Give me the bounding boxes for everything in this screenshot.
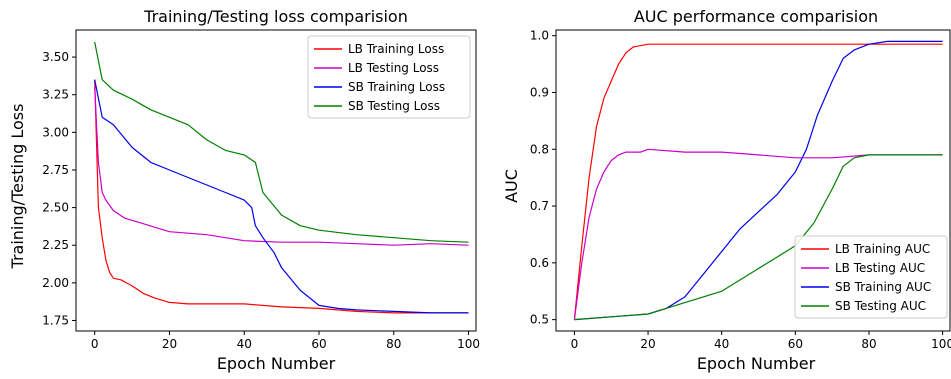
loss-chart-xtick-label: 80 [386, 337, 401, 351]
loss-chart-ticks: 0 20 40 60 80 100 1.75 2.00 2.25 2.50 2.75 3.00 3.25… [42, 50, 480, 351]
auc-chart-series-2-line [574, 40, 943, 321]
loss-chart-series-0-line [94, 79, 469, 314]
auc-chart-title: AUC performance comparision [634, 7, 878, 26]
auc-chart-ytick-label: 0.7 [530, 199, 549, 213]
loss-chart-title: Training/Testing loss comparision [143, 7, 408, 26]
loss-chart-series-1-line [94, 87, 469, 246]
auc-chart-ticks: 0 20 40 60 80 100 0.5 0.6 0.7 0.8 0.9 1.0 [530, 29, 951, 351]
loss-chart-legend-label: LB Training Loss [348, 42, 444, 56]
auc-chart-ytick-label: 1.0 [530, 29, 549, 43]
auc-chart-legend-label: SB Testing AUC [835, 299, 926, 313]
auc-chart-xtick-label: 0 [571, 337, 579, 351]
loss-chart-series-3-line [94, 41, 469, 243]
auc-chart-legend-label: SB Training AUC [835, 280, 931, 294]
auc-chart-xlabel: Epoch Number [697, 354, 816, 373]
auc-chart-series-1-line [573, 148, 943, 320]
loss-chart-xlabel: Epoch Number [217, 354, 336, 373]
loss-chart-legend-label: LB Testing Loss [348, 61, 439, 75]
loss-chart-frame [75, 29, 477, 332]
loss-chart-xtick-label: 0 [91, 337, 99, 351]
loss-chart-ytick-label: 1.75 [42, 313, 69, 327]
loss-chart-legend: LB Training Loss LB Testing Loss SB Traini… [307, 35, 471, 119]
auc-chart-lines [573, 40, 943, 321]
auc-chart-legend-label: LB Testing AUC [835, 261, 925, 275]
loss-chart-series-2-line [94, 79, 469, 314]
loss-chart-ytick-label: 2.50 [42, 201, 69, 215]
auc-chart-legend-label: LB Training AUC [835, 242, 930, 256]
loss-chart-legend-label: SB Training Loss [348, 80, 445, 94]
loss-chart-xtick-label: 60 [311, 337, 326, 351]
loss-chart-ytick-label: 2.75 [42, 163, 69, 177]
loss-chart-ytick-label: 3.25 [42, 88, 69, 102]
auc-chart-series-3-line [574, 154, 943, 321]
auc-chart-ytick-label: 0.5 [530, 313, 549, 327]
auc-chart-frame [555, 29, 951, 332]
auc-chart-ylabel: AUC [502, 169, 521, 203]
auc-chart-series-0-line [573, 43, 943, 320]
loss-chart-ytick-label: 2.00 [42, 276, 69, 290]
loss-chart-legend-label: SB Testing Loss [348, 99, 440, 113]
loss-chart-lines [94, 41, 469, 314]
loss-chart-xtick-label: 100 [457, 337, 480, 351]
auc-chart: AUC performance comparision Epoch Number… [502, 7, 951, 373]
auc-chart-xtick-label: 40 [714, 337, 729, 351]
loss-chart-ytick-label: 3.50 [42, 50, 69, 64]
loss-chart-legend-box [307, 35, 471, 119]
auc-chart-ytick-label: 0.8 [530, 142, 549, 156]
auc-chart-xtick-label: 20 [640, 337, 655, 351]
auc-chart-legend: LB Training AUC LB Testing AUC SB Training… [794, 235, 948, 319]
loss-chart-xtick-label: 40 [237, 337, 252, 351]
auc-chart-ytick-label: 0.9 [530, 85, 549, 99]
auc-chart-xtick-label: 100 [931, 337, 951, 351]
auc-chart-ytick-label: 0.6 [530, 256, 549, 270]
loss-chart: Training/Testing loss comparision Epoch … [8, 7, 480, 373]
loss-chart-ytick-label: 3.00 [42, 125, 69, 139]
auc-chart-legend-box [794, 235, 948, 319]
loss-chart-ylabel: Training/Testing Loss [8, 104, 27, 270]
loss-chart-ytick-label: 2.25 [42, 238, 69, 252]
auc-chart-xtick-label: 60 [788, 337, 803, 351]
auc-chart-xtick-label: 80 [861, 337, 876, 351]
loss-chart-xtick-label: 20 [162, 337, 177, 351]
